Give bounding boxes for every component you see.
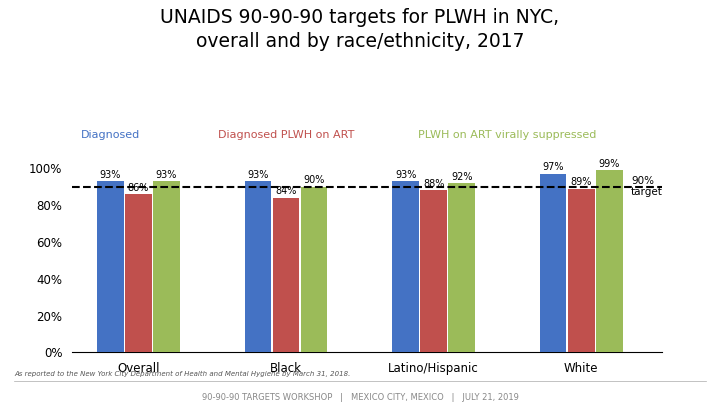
Text: Diagnosed: Diagnosed xyxy=(81,130,140,140)
Text: 93%: 93% xyxy=(395,170,416,180)
Text: 86%: 86% xyxy=(127,183,149,192)
Bar xyxy=(153,181,180,352)
Text: 89%: 89% xyxy=(570,177,592,187)
Bar xyxy=(301,187,328,352)
Bar xyxy=(125,194,152,352)
Bar xyxy=(245,181,271,352)
Bar xyxy=(392,181,419,352)
Bar xyxy=(596,170,623,352)
Text: 93%: 93% xyxy=(99,170,121,180)
Text: 92%: 92% xyxy=(451,171,472,181)
Text: 88%: 88% xyxy=(423,179,444,189)
Bar xyxy=(420,190,447,352)
Text: 90-90-90 TARGETS WORKSHOP   |   MEXICO CITY, MEXICO   |   JULY 21, 2019: 90-90-90 TARGETS WORKSHOP | MEXICO CITY,… xyxy=(202,393,518,402)
Bar xyxy=(568,188,595,352)
Text: 84%: 84% xyxy=(275,186,297,196)
Text: 93%: 93% xyxy=(156,170,177,180)
Text: 99%: 99% xyxy=(598,159,620,168)
Text: 90%: 90% xyxy=(303,175,325,185)
Text: As reported to the New York City Department of Health and Mental Hygiene by Marc: As reported to the New York City Departm… xyxy=(14,371,351,377)
Bar xyxy=(273,198,300,352)
Bar xyxy=(97,181,124,352)
Text: 97%: 97% xyxy=(542,162,564,172)
Bar xyxy=(449,183,475,352)
Bar xyxy=(540,174,567,352)
Text: UNAIDS 90-90-90 targets for PLWH in NYC,
overall and by race/ethnicity, 2017: UNAIDS 90-90-90 targets for PLWH in NYC,… xyxy=(161,8,559,51)
Text: 93%: 93% xyxy=(247,170,269,180)
Text: Diagnosed PLWH on ART: Diagnosed PLWH on ART xyxy=(218,130,354,140)
Text: 90%
target: 90% target xyxy=(631,176,663,198)
Text: PLWH on ART virally suppressed: PLWH on ART virally suppressed xyxy=(418,130,597,140)
